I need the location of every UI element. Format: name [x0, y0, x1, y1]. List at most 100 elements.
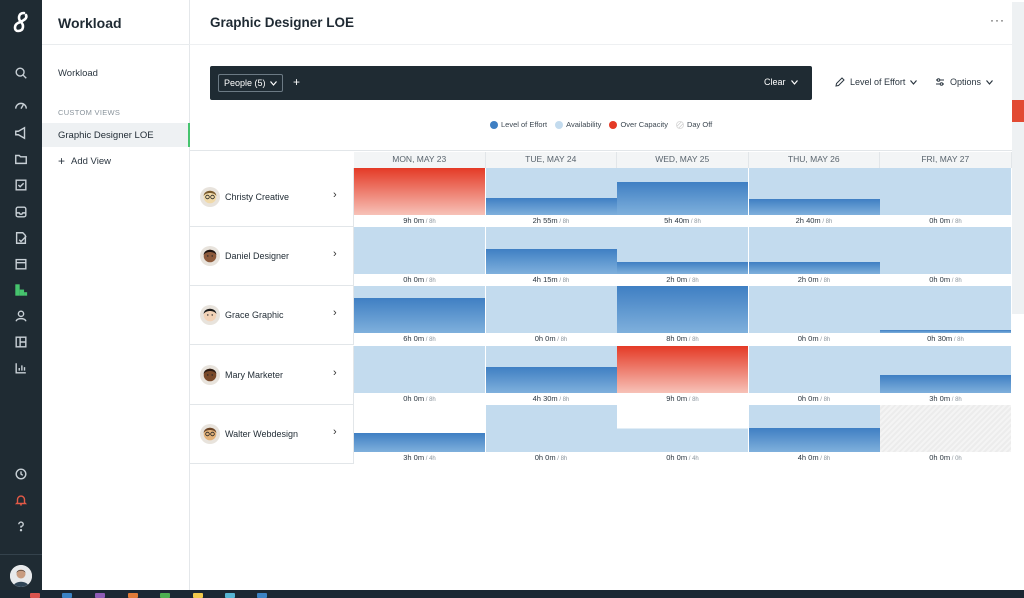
chevron-right-icon[interactable]: ›	[333, 248, 337, 261]
hours-value: 0h 0m	[929, 452, 951, 462]
reports-icon[interactable]	[11, 358, 31, 378]
hours-capacity: / 8h	[950, 278, 962, 285]
calendar-icon[interactable]	[11, 254, 31, 274]
workload-cell[interactable]: 2h 40m / 8h	[748, 168, 880, 227]
folder-icon[interactable]	[11, 149, 31, 169]
availability-area	[485, 404, 617, 452]
workload-cell[interactable]: 8h 0m / 8h	[617, 286, 748, 346]
workload-cell[interactable]: 3h 0m / 8h	[880, 345, 1011, 405]
chevron-right-icon[interactable]: ›	[333, 189, 337, 201]
workload-cell[interactable]: 0h 0m / 8h	[485, 404, 617, 464]
hours-label: 0h 0m / 8h	[485, 333, 617, 346]
sidebar-item-workload[interactable]: Workload	[58, 68, 98, 79]
legend-swatch	[490, 120, 498, 129]
hours-value: 4h 30m	[532, 393, 558, 403]
workload-icon[interactable]	[11, 280, 31, 300]
effort-bar	[880, 374, 1011, 393]
more-options-button[interactable]: ···	[990, 13, 1005, 27]
workload-cell[interactable]: 0h 30m / 8h	[880, 286, 1011, 346]
workload-cell[interactable]: 9h 0m / 8h	[354, 168, 485, 227]
chevron-right-icon[interactable]: ›	[333, 307, 337, 320]
user-avatar[interactable]	[10, 565, 32, 587]
workload-cell[interactable]: 0h 0m / 8h	[354, 345, 485, 405]
workload-cell[interactable]: 0h 0m / 8h	[485, 286, 617, 346]
proof-icon[interactable]	[11, 228, 31, 248]
workload-cell[interactable]: 0h 0m / 8h	[880, 227, 1011, 287]
workload-cell[interactable]: 4h 0m / 8h	[748, 404, 880, 464]
legend-swatch	[555, 120, 564, 129]
workload-cell[interactable]: 0h 0m / 8h	[354, 227, 485, 287]
hours-value: 0h 30m	[927, 334, 953, 344]
availability-area	[748, 286, 880, 334]
search-icon[interactable]	[11, 63, 31, 83]
hours-value: 9h 0m	[403, 216, 425, 225]
hours-label: 2h 40m / 8h	[748, 215, 880, 227]
hours-label: 5h 40m / 8h	[617, 215, 748, 227]
hours-capacity: / 0h	[950, 455, 962, 462]
clear-filters-button[interactable]: Clear	[764, 77, 798, 87]
chevron-down-icon	[790, 79, 798, 85]
options-dropdown[interactable]: Options	[935, 77, 993, 87]
workload-cell[interactable]: 4h 30m / 8h	[485, 345, 617, 405]
layout-icon[interactable]	[11, 332, 31, 352]
icon-rail	[0, 0, 42, 590]
chevron-down-icon	[910, 79, 918, 85]
legend-label: Availability	[566, 120, 602, 129]
hours-value: 0h 0m	[929, 275, 951, 285]
hours-label: 2h 55m / 8h	[485, 215, 617, 227]
workload-cell[interactable]: 0h 0m / 8h	[880, 168, 1011, 227]
level-of-effort-dropdown[interactable]: Level of Effort	[835, 77, 918, 87]
hours-value: 0h 0m	[534, 334, 556, 344]
checkbox-icon[interactable]	[11, 175, 31, 195]
hours-capacity: / 8h	[424, 337, 436, 344]
workload-cell[interactable]: 0h 0m / 4h	[617, 404, 748, 464]
workload-cell[interactable]: 6h 0m / 8h	[354, 286, 485, 346]
person-row[interactable]: Walter Webdesign ›	[190, 404, 354, 464]
workload-cell[interactable]: 2h 0m / 8h	[748, 227, 880, 287]
app-logo-icon[interactable]	[0, 0, 42, 44]
avatar	[200, 364, 220, 385]
workload-cell[interactable]: 0h 0m / 8h	[748, 286, 880, 346]
workload-cell[interactable]: 2h 55m / 8h	[485, 168, 617, 227]
add-view-button[interactable]: + Add View	[58, 154, 111, 168]
person-row[interactable]: Grace Graphic ›	[190, 286, 354, 346]
person-row[interactable]: Daniel Designer ›	[190, 227, 354, 287]
workload-cell[interactable]: 2h 0m / 8h	[617, 227, 748, 287]
sidebar-item-graphic-designer-loe[interactable]: Graphic Designer LOE	[42, 123, 190, 147]
hours-capacity: / 8h	[555, 337, 568, 344]
inbox-icon[interactable]	[11, 202, 31, 222]
workload-cell[interactable]: 9h 0m / 8h	[617, 345, 748, 405]
availability-area	[880, 168, 1011, 215]
hours-capacity: / 8h	[687, 278, 699, 285]
chevron-right-icon[interactable]: ›	[333, 425, 337, 438]
bell-icon[interactable]	[11, 490, 31, 510]
workload-cell[interactable]: 0h 0m / 0h	[880, 404, 1011, 464]
help-icon[interactable]	[11, 516, 31, 536]
loe-label: Level of Effort	[850, 77, 906, 87]
effort-bar	[748, 427, 880, 452]
person-row[interactable]: Christy Creative ›	[190, 168, 354, 227]
hours-value: 4h 0m	[797, 452, 819, 462]
add-filter-button[interactable]: +	[293, 75, 301, 89]
hours-value: 6h 0m	[403, 334, 425, 344]
workload-cell[interactable]: 4h 15m / 8h	[485, 227, 617, 287]
workload-cell[interactable]: 3h 0m / 4h	[354, 404, 485, 464]
people-filter-dropdown[interactable]: People (5)	[218, 74, 283, 92]
person-row[interactable]: Mary Marketer ›	[190, 345, 354, 405]
chevron-right-icon[interactable]: ›	[333, 366, 337, 379]
hours-capacity: / 8h	[818, 278, 831, 285]
workload-cell[interactable]: 0h 0m / 8h	[748, 345, 880, 405]
availability-area	[354, 227, 485, 275]
divider	[42, 44, 190, 45]
person-icon[interactable]	[11, 306, 31, 326]
hours-capacity: / 8h	[424, 396, 436, 403]
dashboard-icon[interactable]	[11, 96, 31, 116]
hours-label: 0h 0m / 8h	[748, 392, 880, 405]
hours-value: 2h 0m	[797, 275, 819, 285]
hours-capacity: / 8h	[818, 455, 831, 462]
clear-label: Clear	[764, 77, 786, 87]
day-header: WED, MAY 25	[617, 152, 749, 168]
workload-cell[interactable]: 5h 40m / 8h	[617, 168, 748, 227]
clock-icon[interactable]	[11, 464, 31, 484]
megaphone-icon[interactable]	[11, 123, 31, 143]
